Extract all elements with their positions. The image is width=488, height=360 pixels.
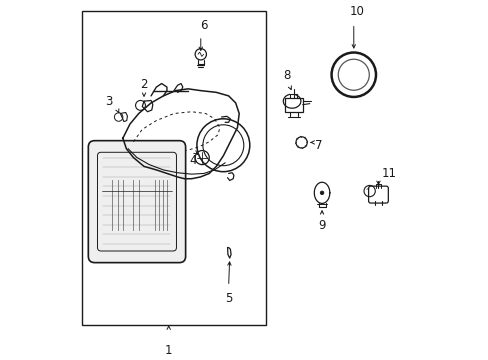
Text: 1: 1 xyxy=(164,345,172,357)
Text: 7: 7 xyxy=(314,139,322,152)
Text: 2: 2 xyxy=(140,78,147,91)
Bar xyxy=(82,11,265,325)
Text: 5: 5 xyxy=(224,292,232,305)
Circle shape xyxy=(320,191,323,195)
Text: 4: 4 xyxy=(189,154,197,167)
Bar xyxy=(285,98,302,112)
Text: 3: 3 xyxy=(105,95,112,108)
Text: 10: 10 xyxy=(349,5,364,18)
Text: 11: 11 xyxy=(381,167,396,180)
Text: 9: 9 xyxy=(318,219,325,232)
FancyBboxPatch shape xyxy=(88,141,185,263)
Text: 8: 8 xyxy=(283,69,290,82)
Text: 6: 6 xyxy=(200,19,207,32)
